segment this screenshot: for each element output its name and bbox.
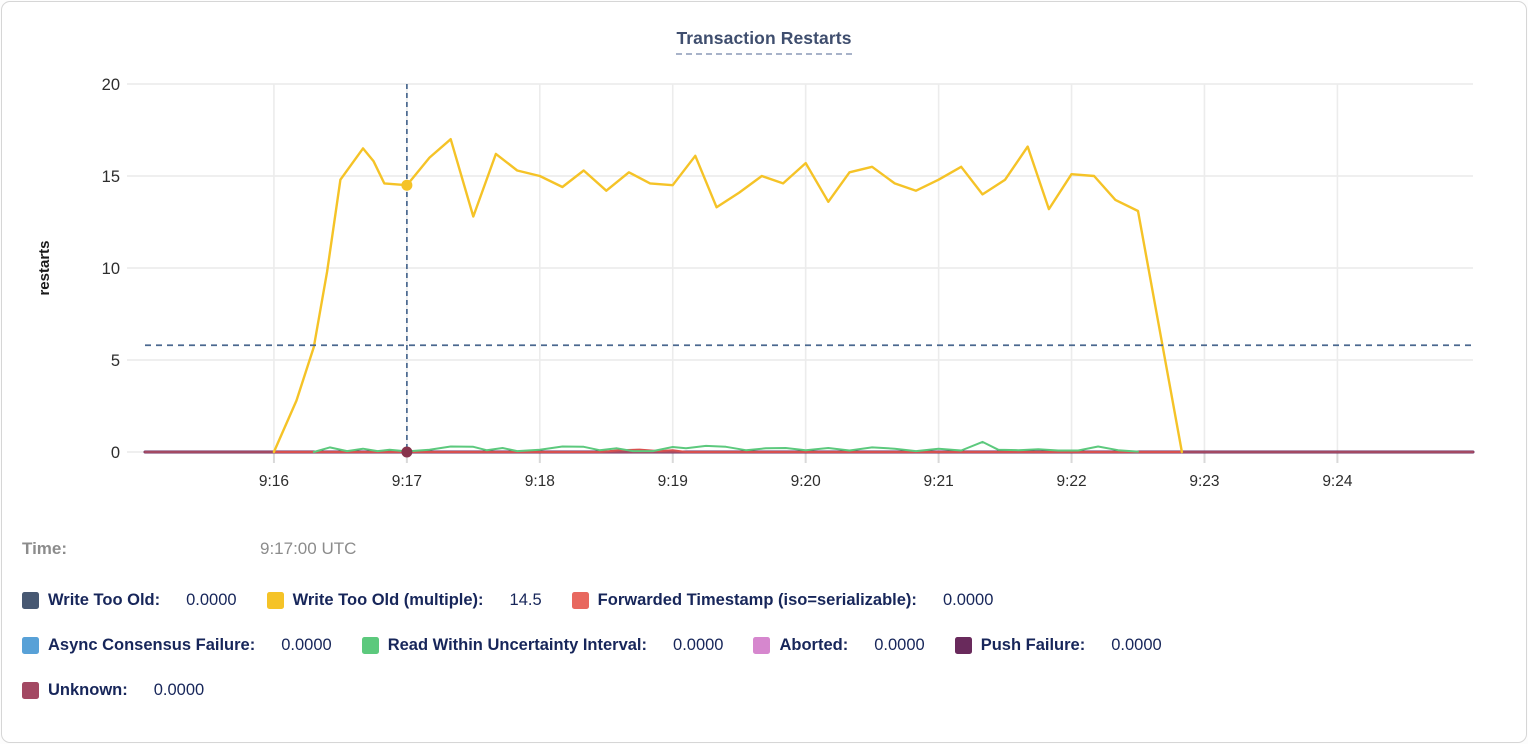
legend-swatch-icon bbox=[22, 681, 39, 699]
legend-swatch-icon bbox=[571, 591, 589, 609]
y-axis-tick-label: 0 bbox=[111, 444, 120, 462]
legend-label: Async Consensus Failure: bbox=[48, 635, 256, 654]
legend-swatch-icon bbox=[753, 636, 771, 654]
legend-row: Write Too Old: 0.0000 Write Too Old (multi… bbox=[22, 586, 1510, 614]
legend-item-unknown[interactable]: Unknown: 0.0000 bbox=[22, 676, 204, 704]
legend-value: 0.0000 bbox=[942, 590, 994, 609]
legend-value: 0.0000 bbox=[874, 635, 925, 654]
legend-swatch-icon bbox=[22, 591, 39, 609]
x-axis-tick-label: 9:24 bbox=[1322, 473, 1353, 490]
legend-item-push-failure[interactable]: Push Failure: 0.0000 bbox=[954, 631, 1162, 659]
legend-label: Unknown: bbox=[48, 680, 128, 699]
legend-label: Forwarded Timestamp (iso=serializable): bbox=[597, 590, 917, 609]
chart-legend: Write Too Old: 0.0000 Write Too Old (multi… bbox=[22, 586, 1510, 721]
x-axis-tick-label: 9:18 bbox=[525, 473, 555, 490]
series-lines bbox=[143, 137, 1475, 454]
x-axis-tick-label: 9:21 bbox=[924, 473, 954, 490]
crosshair-guides bbox=[145, 84, 1473, 452]
legend-label: Write Too Old: bbox=[48, 590, 161, 609]
hover-dots bbox=[401, 179, 413, 458]
chart-footer: Time: 9:17:00 UTC Write Too Old: 0.0000 Wr… bbox=[22, 536, 1510, 721]
x-axis-tick-label: 9:23 bbox=[1189, 473, 1219, 490]
legend-item-async-consensus-failure[interactable]: Async Consensus Failure: 0.0000 bbox=[22, 631, 332, 659]
chart-title-wrap: Transaction Restarts bbox=[2, 28, 1526, 55]
legend-item-write-too-old-multiple[interactable]: Write Too Old (multiple): 14.5 bbox=[266, 586, 542, 614]
legend-value: 0.0000 bbox=[153, 680, 205, 699]
legend-row: Async Consensus Failure: 0.0000 Read Withi… bbox=[22, 631, 1510, 659]
y-axis-tick-label: 5 bbox=[111, 352, 120, 370]
legend-row: Unknown: 0.0000 bbox=[22, 676, 1510, 704]
legend-value: 0.0000 bbox=[673, 635, 724, 654]
legend-item-read-within-uncertainty-interval[interactable]: Read Within Uncertainty Interval: 0.0000 bbox=[361, 631, 724, 659]
legend-value: 0.0000 bbox=[186, 590, 237, 609]
legend-item-aborted[interactable]: Aborted: 0.0000 bbox=[753, 631, 925, 659]
y-axis-tick-label: 20 bbox=[102, 76, 120, 94]
series-line bbox=[312, 440, 1139, 453]
legend-label: Aborted: bbox=[779, 635, 849, 654]
legend-swatch-icon bbox=[954, 636, 972, 654]
hover-time-row: Time: 9:17:00 UTC bbox=[22, 536, 1510, 562]
hover-dot bbox=[401, 446, 413, 458]
x-axis-tick-label: 9:22 bbox=[1056, 473, 1086, 490]
chart-title[interactable]: Transaction Restarts bbox=[676, 28, 852, 55]
hover-dot bbox=[401, 179, 413, 191]
time-label: Time: bbox=[22, 539, 68, 558]
legend-value: 0.0000 bbox=[281, 635, 332, 654]
series-line bbox=[272, 137, 1184, 454]
legend-swatch-icon bbox=[22, 636, 39, 654]
axis-labels: 0 5 10 15 20 9:16 9:17 9:18 9:19 9:20 9:21 9:22 9:23… bbox=[36, 76, 1353, 490]
x-axis-tick-label: 9:20 bbox=[791, 473, 822, 490]
legend-swatch-icon bbox=[361, 636, 379, 654]
y-axis-title: restarts bbox=[36, 240, 53, 295]
legend-value: 14.5 bbox=[509, 590, 542, 609]
legend-label: Write Too Old (multiple): bbox=[292, 590, 484, 609]
legend-item-forwarded-timestamp[interactable]: Forwarded Timestamp (iso=serializable): 0… bbox=[571, 586, 994, 614]
x-axis-tick-label: 9:17 bbox=[392, 473, 422, 490]
x-axis-tick-label: 9:19 bbox=[658, 473, 688, 490]
legend-swatch-icon bbox=[266, 591, 284, 609]
legend-label: Push Failure: bbox=[980, 635, 1086, 654]
y-axis-tick-label: 15 bbox=[102, 168, 120, 186]
time-value: 9:17:00 UTC bbox=[260, 539, 357, 558]
legend-item-write-too-old[interactable]: Write Too Old: 0.0000 bbox=[22, 586, 237, 614]
grid-lines bbox=[127, 83, 1473, 463]
transaction-restarts-chart[interactable]: 0 5 10 15 20 9:16 9:17 9:18 9:19 9:20 9:21 9:22 9:23… bbox=[2, 2, 1527, 522]
x-axis-tick-label: 9:16 bbox=[259, 473, 289, 490]
y-axis-tick-label: 10 bbox=[102, 260, 120, 278]
legend-label: Read Within Uncertainty Interval: bbox=[387, 635, 648, 654]
legend-value: 0.0000 bbox=[1111, 635, 1162, 654]
